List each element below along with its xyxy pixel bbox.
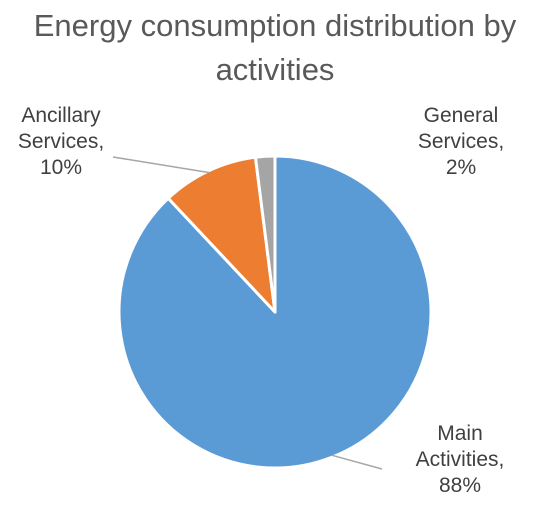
label-main-line-2: Activities, [415,448,505,471]
leader-line-ancillary-services [112,156,210,174]
label-main-line-1: Main [437,422,483,445]
label-ancillary-line-1: Ancillary [21,104,101,127]
chart-title-line-2: activities [215,52,335,87]
label-general-line-2: Services, [417,130,505,153]
label-ancillary-line-2: Services, [17,130,105,153]
pie-slice-general-services [253,154,277,314]
chart-title: Energy consumption distribution by activ… [0,4,550,92]
label-general-line-1: General [423,104,499,127]
chart-title-line-1: Energy consumption distribution by [33,8,517,43]
leader-line-main-activities [331,454,383,470]
label-general-services: General Services, 2% [406,103,516,181]
label-ancillary-services: Ancillary Services, 10% [6,103,116,181]
label-main-activities: Main Activities, 88% [400,421,520,499]
label-ancillary-line-3: 10% [39,156,83,179]
label-general-line-3: 2% [445,156,477,179]
label-main-line-3: 88% [438,474,482,497]
pie-slice-ancillary-services [166,155,277,314]
